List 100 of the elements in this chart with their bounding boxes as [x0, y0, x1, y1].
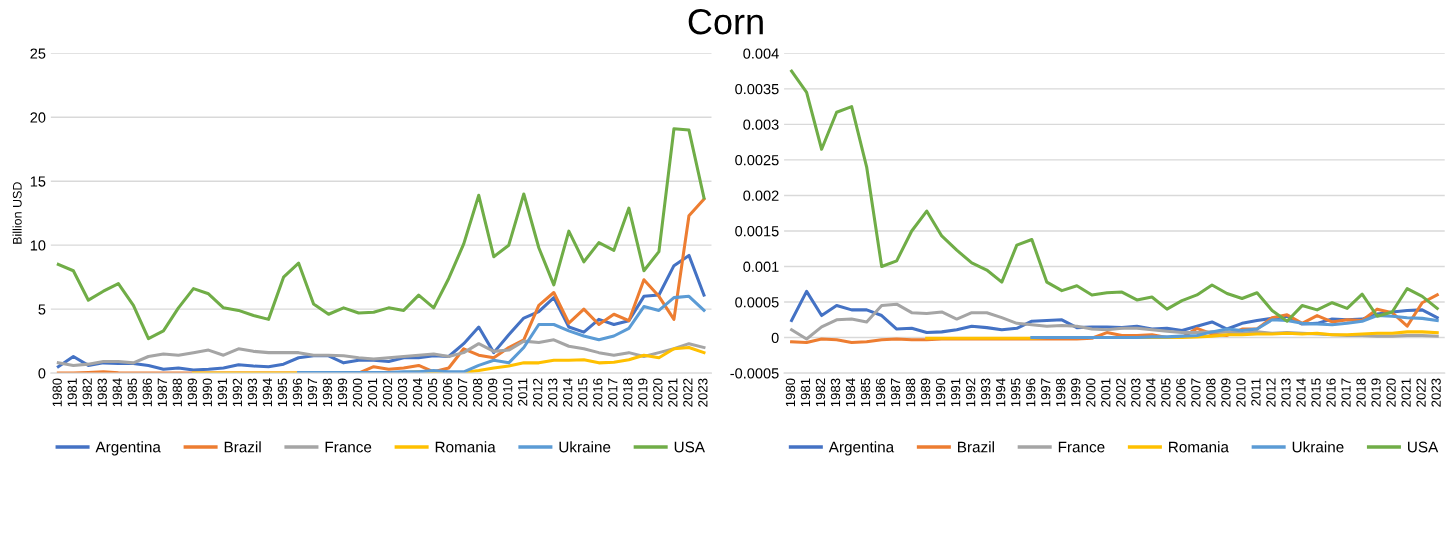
x-tick-label: 1987: [890, 378, 901, 407]
line-series: [56, 338, 706, 367]
legend-label: Romania: [1169, 441, 1229, 453]
line-series: [297, 294, 706, 374]
x-tick-label: 2004: [412, 378, 423, 407]
x-tick-label: 2014: [563, 378, 573, 407]
legend-label: Ukraine: [1292, 441, 1344, 453]
x-tick-label: 2006: [442, 378, 453, 407]
x-tick-label: 1989: [187, 378, 197, 407]
x-tick-label: 2018: [1356, 378, 1366, 407]
y-axis-title: Billion USD: [12, 182, 22, 244]
x-tick-label: 2001: [367, 378, 378, 407]
x-tick-label: 2011: [517, 378, 528, 406]
x-tick-label: 2017: [1341, 378, 1351, 407]
y-tick-label: 0.0025: [735, 155, 779, 166]
x-tick-label: 2009: [1221, 378, 1231, 407]
x-tick-label: 1990: [202, 378, 213, 407]
x-tick-label: 1995: [277, 378, 288, 407]
x-tick-label: 2018: [623, 378, 633, 407]
x-tick-label: 1984: [112, 378, 122, 407]
y-tick-label: 20: [30, 112, 46, 123]
x-tick-label: 1986: [875, 378, 886, 407]
x-tick-label: 2010: [1236, 378, 1246, 407]
y-tick-label: 0.0005: [735, 297, 779, 308]
legend-label: Ukraine: [559, 441, 611, 453]
y-tick-label: -0.0005: [730, 368, 779, 379]
x-tick-label: 2015: [1311, 378, 1321, 407]
legend-label: Argentina: [828, 441, 895, 456]
x-tick-label: 2016: [593, 378, 603, 407]
legend-label: Brazil: [224, 441, 261, 453]
x-tick-label: 2020: [1386, 378, 1396, 407]
x-tick-label: 1985: [127, 378, 137, 407]
x-tick-label: 2020: [653, 378, 663, 407]
x-tick-label: 1981: [800, 378, 811, 407]
x-tick-label: 1998: [1056, 378, 1066, 407]
x-tick-label: 1996: [292, 378, 303, 407]
x-tick-label: 1986: [142, 378, 152, 407]
x-tick-label: 2002: [382, 378, 393, 407]
x-tick-label: 1980: [52, 378, 62, 407]
x-tick-label: 1991: [950, 378, 961, 407]
x-tick-label: 1988: [172, 378, 182, 407]
x-tick-label: 1984: [845, 378, 856, 407]
x-tick-label: 2000: [352, 378, 363, 407]
y-tick-label: 0.0015: [735, 226, 779, 237]
x-tick-label: 2017: [608, 378, 618, 407]
x-tick-label: 2014: [1296, 378, 1306, 407]
x-tick-label: 1994: [262, 378, 273, 407]
x-tick-label: 1998: [322, 378, 333, 407]
x-tick-label: 2004: [1146, 378, 1156, 407]
x-tick-label: 1999: [337, 378, 348, 407]
x-tick-label: 1996: [1026, 378, 1036, 407]
x-tick-label: 1981: [67, 378, 77, 407]
x-tick-label: 1982: [815, 378, 826, 407]
x-tick-label: 2007: [1191, 378, 1201, 407]
y-tick-label: 5: [38, 304, 46, 315]
x-tick-label: 1983: [97, 378, 107, 407]
x-tick-label: 1980: [785, 378, 796, 407]
x-tick-label: 2001: [1101, 378, 1111, 407]
y-tick-label: 0: [38, 368, 46, 379]
y-tick-label: 0.004: [743, 48, 779, 59]
legend-label: USA: [1408, 441, 1439, 453]
x-tick-label: 2021: [1401, 378, 1411, 407]
chart-title: Corn: [688, 8, 763, 35]
x-tick-label: 2019: [638, 378, 648, 407]
x-tick-label: 2003: [1131, 378, 1141, 407]
x-tick-label: 1997: [1041, 378, 1051, 407]
legend-label: Brazil: [958, 441, 994, 453]
x-tick-label: 1983: [830, 378, 841, 407]
x-tick-label: 2008: [1206, 378, 1216, 407]
y-tick-label: 0.001: [743, 261, 779, 272]
legend-label: France: [1058, 441, 1105, 453]
y-tick-label: 10: [30, 240, 46, 251]
x-tick-label: 2011: [1251, 378, 1261, 406]
legend-label: France: [325, 441, 372, 453]
x-tick-label: 1990: [935, 378, 946, 407]
x-tick-label: 1993: [980, 378, 991, 407]
x-tick-label: 2015: [578, 378, 588, 407]
x-tick-label: 1992: [965, 378, 976, 407]
x-tick-label: 2023: [1431, 378, 1441, 407]
legend-label: Argentina: [95, 441, 161, 456]
x-tick-label: 1988: [905, 378, 916, 407]
x-tick-label: 2006: [1176, 378, 1186, 407]
x-tick-label: 1982: [82, 378, 92, 407]
y-tick-label: 0.003: [743, 119, 779, 130]
x-tick-label: 1987: [157, 378, 167, 407]
line-series: [56, 127, 706, 341]
x-tick-label: 2007: [457, 378, 468, 407]
x-tick-label: 2019: [1371, 378, 1381, 407]
x-tick-label: 2000: [1086, 378, 1096, 407]
y-tick-label: 25: [30, 48, 46, 59]
x-tick-label: 2005: [427, 378, 438, 407]
x-tick-label: 2013: [1281, 378, 1291, 407]
x-tick-label: 2022: [683, 378, 693, 407]
x-tick-label: 2023: [698, 378, 708, 407]
y-tick-label: 0.0035: [735, 83, 779, 95]
x-tick-label: 2012: [1266, 378, 1276, 407]
x-tick-label: 2010: [502, 378, 513, 407]
x-tick-label: 1994: [996, 378, 1006, 407]
x-tick-label: 1997: [307, 378, 318, 407]
x-tick-label: 2021: [668, 378, 678, 407]
